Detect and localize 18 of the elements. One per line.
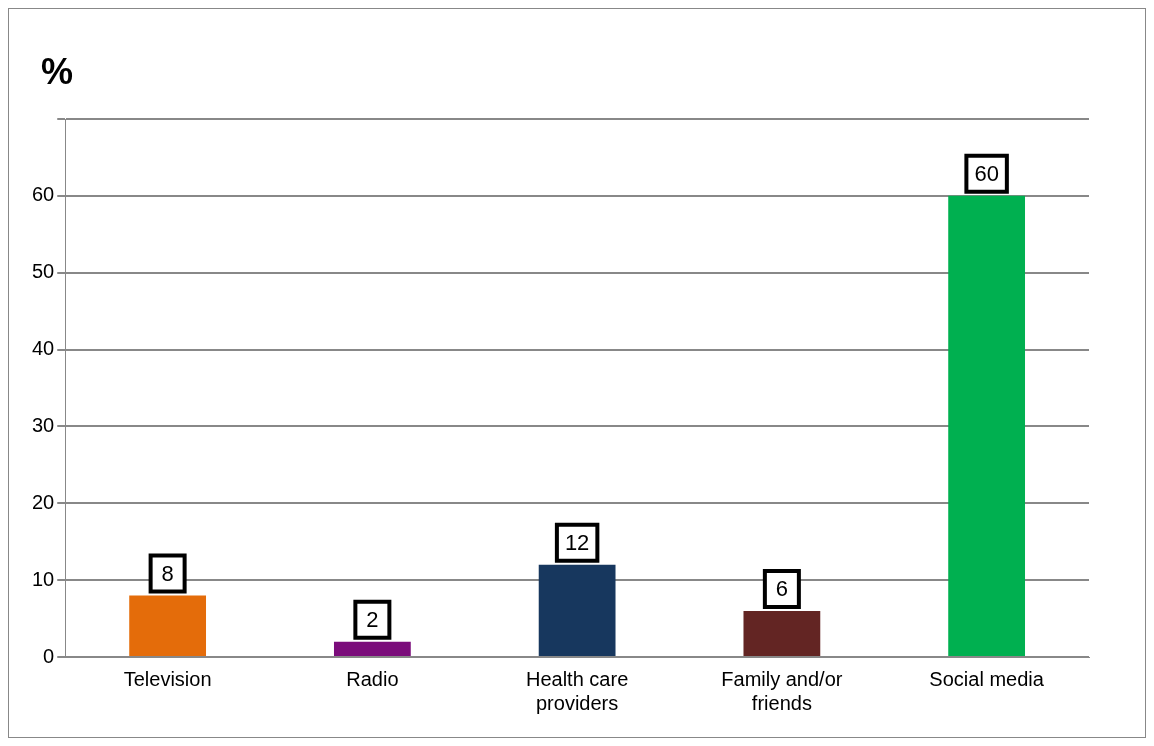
x-tick-label: Health care providers [525, 667, 629, 714]
y-tick-label: 30 [32, 413, 55, 436]
y-tick-label: 0 [43, 644, 55, 667]
x-tick-label: Radio [346, 667, 399, 690]
y-tick-label: 50 [32, 260, 55, 283]
data-label: 6 [775, 575, 788, 601]
x-tick-label: Social media [929, 667, 1045, 690]
y-tick-label: 40 [32, 337, 55, 360]
y-axis-title: % [41, 51, 74, 93]
y-tick-label: 10 [32, 567, 55, 590]
data-label: 60 [974, 160, 999, 186]
x-tick-label: Family and/or friends [721, 667, 843, 714]
y-tick-label: 60 [32, 183, 55, 206]
x-tick-label: Television [123, 667, 212, 690]
data-label: 2 [366, 606, 379, 632]
data-label: 12 [564, 529, 590, 555]
data-label: 8 [161, 560, 174, 586]
y-tick-label: 20 [32, 490, 55, 513]
